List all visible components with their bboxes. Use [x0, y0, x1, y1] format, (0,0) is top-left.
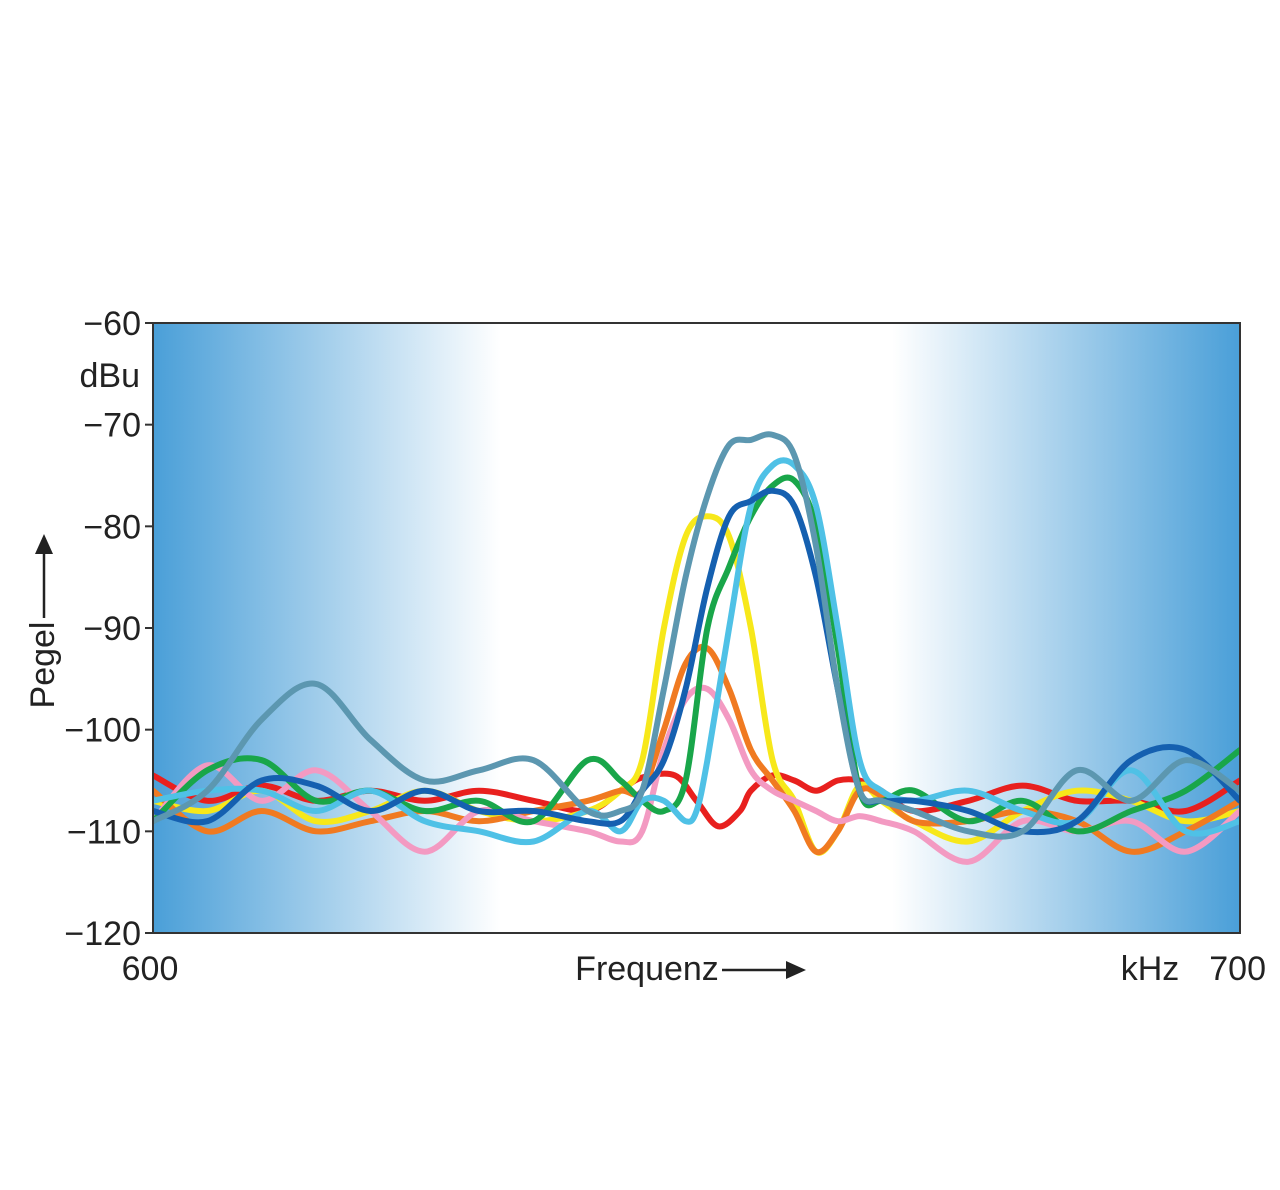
x-unit-label: kHz: [1121, 950, 1180, 988]
x-tick-label: 600: [122, 950, 179, 988]
y-axis-label: Pegel: [24, 622, 62, 709]
y-axis: −60 −70 −80 −90 −100 −110 −120: [64, 305, 153, 953]
x-tick-label: 700: [1209, 950, 1266, 988]
y-axis-arrow-icon: [35, 534, 53, 618]
series-line-8: [153, 431, 1240, 840]
y-tick-label: −100: [64, 712, 141, 750]
series-line-6: [153, 457, 1240, 846]
x-axis: 600 700: [122, 950, 1266, 988]
y-tick-label: −120: [64, 915, 141, 953]
y-tick-label: −60: [83, 305, 141, 343]
y-tick-label: −80: [83, 508, 141, 546]
x-axis-label: Frequenz: [575, 950, 719, 988]
series-layer: [153, 431, 1240, 865]
x-axis-arrow-icon: [722, 961, 806, 979]
y-tick-label: −110: [67, 813, 141, 851]
series-line-7: [153, 487, 1240, 836]
series-line-5: [153, 474, 1240, 835]
y-tick-label: −90: [83, 610, 141, 648]
series-line-4: [153, 684, 1240, 865]
y-tick-label: −70: [83, 407, 141, 445]
y-unit-label: dBu: [80, 357, 141, 395]
